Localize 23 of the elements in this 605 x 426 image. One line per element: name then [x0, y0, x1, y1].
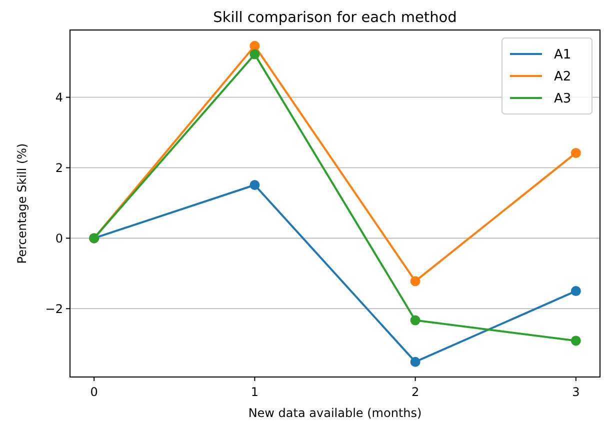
- y-tick-label: −2: [45, 302, 63, 316]
- x-tick-label: 0: [90, 385, 98, 399]
- point: [570, 336, 581, 346]
- point: [570, 148, 581, 158]
- x-tick-label: 2: [411, 385, 420, 399]
- x-tick-label: 3: [572, 385, 580, 399]
- y-tick-label: 0: [55, 231, 63, 246]
- point: [570, 286, 581, 296]
- point: [250, 180, 260, 190]
- legend-label: A2: [554, 70, 572, 85]
- point: [250, 40, 260, 51]
- y-axis-title: Percentage Skill (%): [15, 143, 29, 264]
- x-tick-label: 1: [250, 385, 259, 399]
- point: [410, 356, 420, 367]
- point: [250, 49, 260, 60]
- x-axis-title: New data available (months): [248, 406, 422, 420]
- y-tick-label: 2: [55, 160, 63, 175]
- y-tick-label: 4: [55, 90, 63, 104]
- point: [410, 276, 420, 286]
- point: [410, 315, 420, 326]
- legend-label: A1: [554, 48, 572, 63]
- legend-label: A3: [554, 92, 572, 107]
- chart-title: Skill comparison for each method: [213, 10, 457, 26]
